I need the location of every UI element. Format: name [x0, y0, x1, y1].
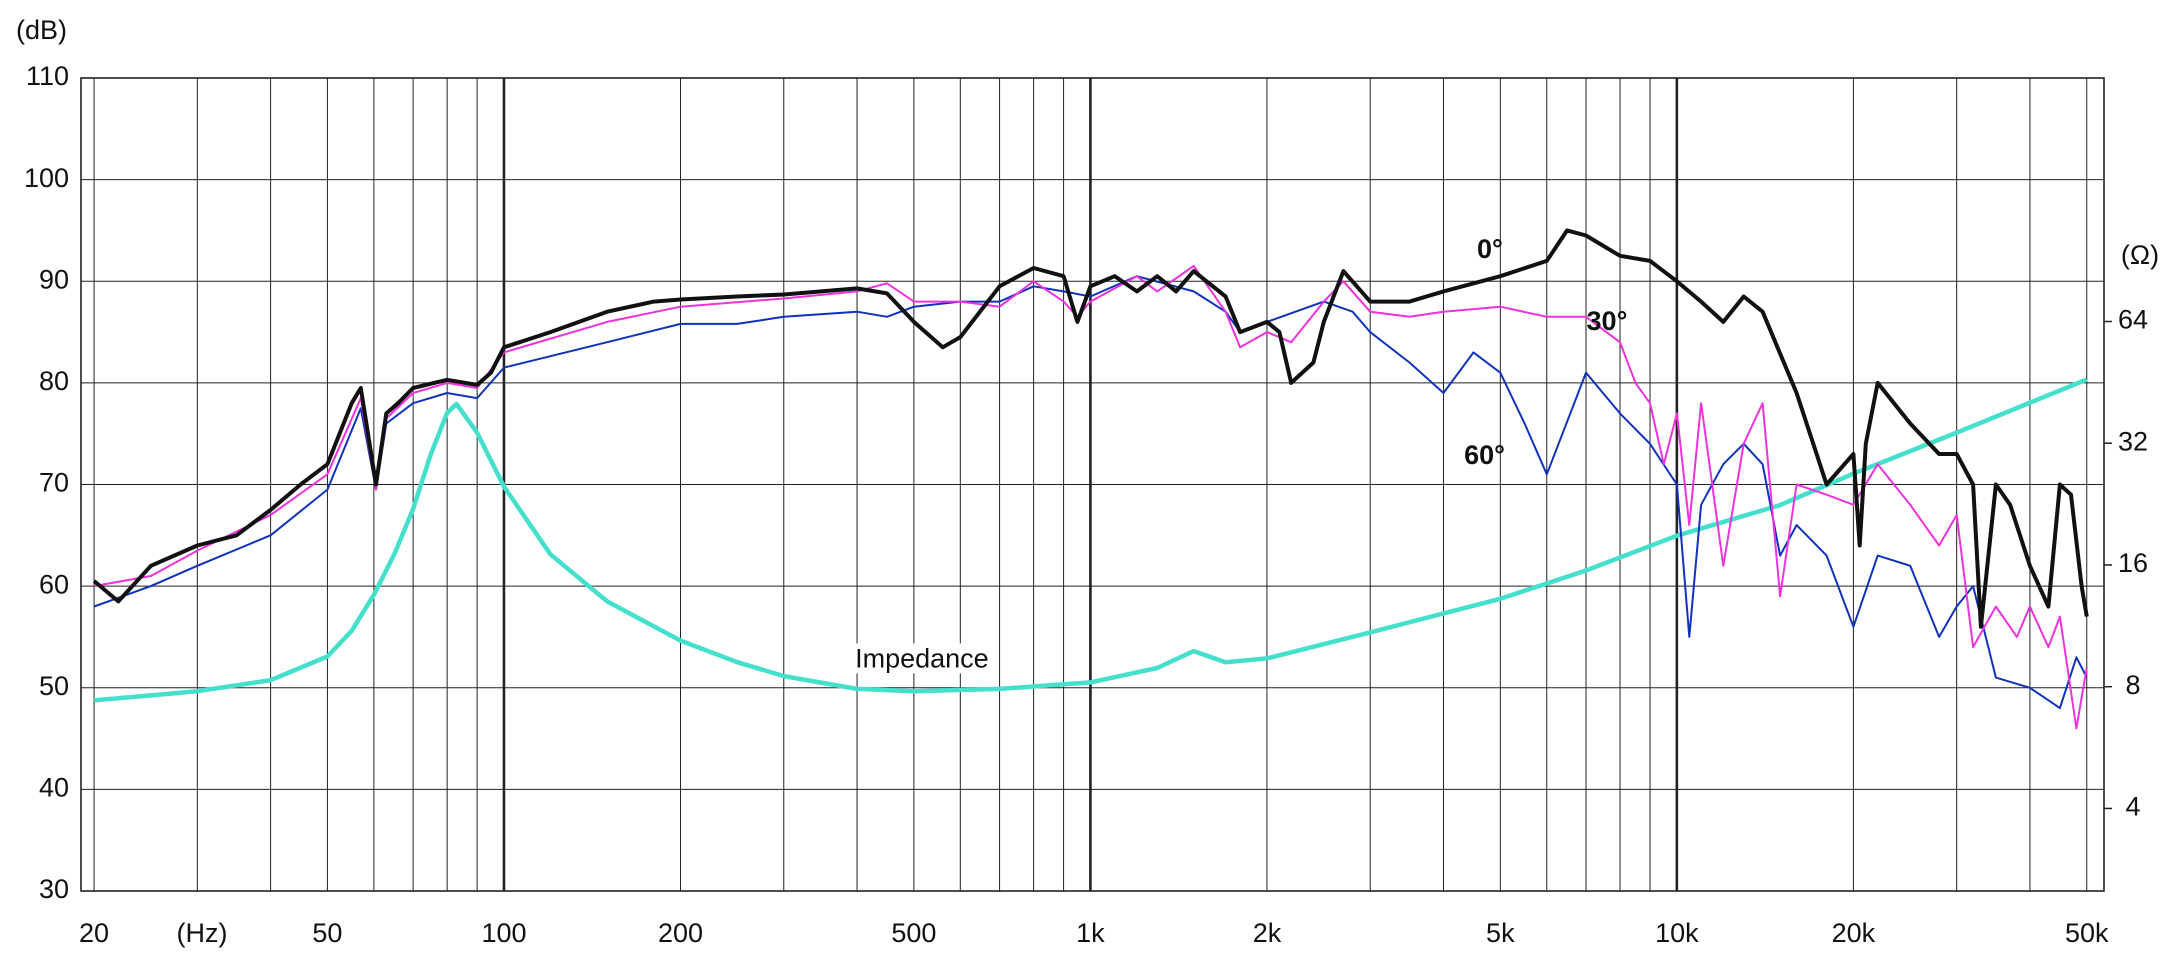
y-tick-label: 80	[39, 366, 69, 396]
x-tick-label: 1k	[1076, 918, 1105, 948]
y-tick-label: 90	[39, 264, 69, 294]
y-tick-label: 110	[26, 61, 69, 91]
series-line	[93, 377, 2088, 703]
y-tick-label: 60	[39, 569, 69, 599]
y-tick-label: 50	[39, 671, 69, 701]
y2-tick-label: 32	[2118, 426, 2148, 456]
x-tick-label: 50k	[2065, 918, 2109, 948]
x-tick-label: 10k	[1655, 918, 1699, 948]
x-tick-label: 20k	[1832, 918, 1876, 948]
y-tick-label: 30	[39, 874, 69, 904]
y-tick-label: 40	[39, 773, 69, 803]
x-tick-label: 200	[658, 918, 703, 948]
x-tick-label: 100	[481, 918, 526, 948]
y-axis-label: (dB)	[16, 15, 67, 45]
y2-tick-label: 4	[2125, 792, 2140, 822]
x-tick-label: 500	[891, 918, 936, 948]
series-label: Impedance	[855, 643, 989, 673]
series-label: 60°	[1464, 440, 1505, 470]
x-axis-label: (Hz)	[177, 918, 228, 948]
series-label: 30°	[1587, 306, 1628, 336]
series-label: 0°	[1477, 234, 1503, 264]
label-bg	[851, 643, 993, 674]
y2-tick-label: 16	[2118, 548, 2148, 578]
y-tick-label: 100	[24, 163, 69, 193]
series-line	[92, 228, 2089, 629]
plot-frame	[80, 77, 2105, 892]
x-tick-label: 50	[312, 918, 342, 948]
y2-axis-label: (Ω)	[2121, 240, 2159, 270]
x-tick-label: 20	[79, 918, 109, 948]
y-tick-label: 70	[39, 468, 69, 498]
x-tick-label: 5k	[1486, 918, 1515, 948]
y2-tick-label: 8	[2125, 670, 2140, 700]
series-line	[93, 275, 2088, 710]
x-tick-label: 2k	[1253, 918, 1282, 948]
y2-tick-label: 64	[2118, 305, 2148, 335]
